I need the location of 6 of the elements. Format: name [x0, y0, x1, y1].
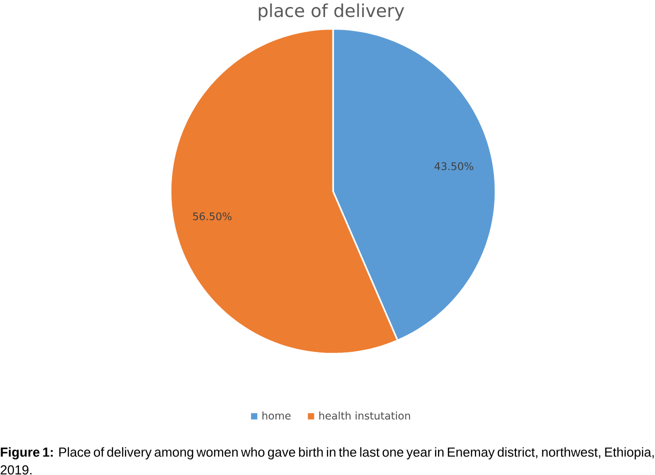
data-label: 43.50% — [434, 162, 474, 170]
text: Figure 1: Place of delivery among women who gave birth in the last one year in Enemay district, northwest, Ethiopia, 2019. — [0, 447, 654, 475]
legend-label: health instutation — [319, 412, 410, 420]
chart-title: place of delivery — [258, 4, 404, 21]
legend-label: home — [262, 412, 291, 420]
data-label: 56.50% — [193, 212, 232, 220]
